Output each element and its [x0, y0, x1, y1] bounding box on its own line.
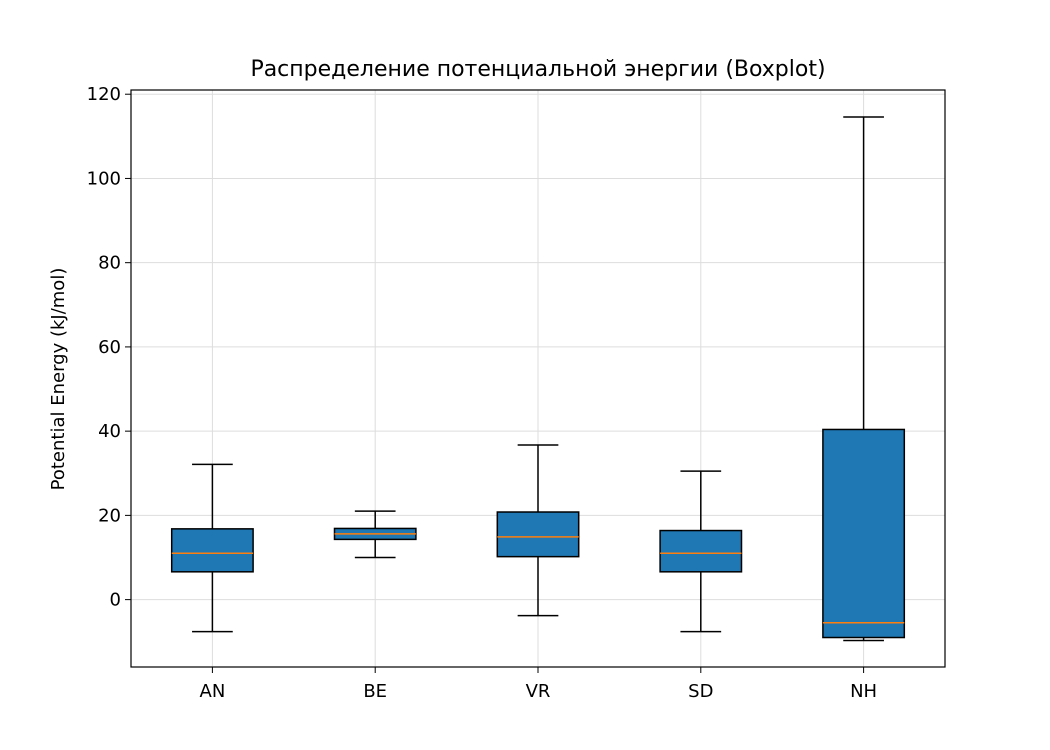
- y-tick-label: 100: [87, 168, 121, 189]
- x-tick-label: AN: [200, 681, 226, 702]
- box-sd: [659, 470, 743, 633]
- x-tick-label: SD: [688, 681, 713, 702]
- box-vr: [496, 444, 580, 617]
- y-tick-label: 20: [98, 505, 121, 526]
- box-body: [170, 528, 254, 573]
- x-tick-label: VR: [526, 681, 551, 702]
- chart-title: Распределение потенциальной энергии (Box…: [250, 57, 825, 82]
- x-tick-label: BE: [363, 681, 387, 702]
- box-nh: [822, 116, 906, 642]
- box-body: [659, 529, 743, 573]
- box-be: [333, 510, 417, 559]
- y-tick-label: 40: [98, 421, 121, 442]
- box-an: [170, 463, 254, 633]
- y-tick-label: 0: [110, 590, 121, 611]
- y-tick-label: 120: [87, 84, 121, 105]
- y-tick-label: 60: [98, 337, 121, 358]
- x-tick-label: NH: [850, 681, 877, 702]
- box-body: [496, 511, 580, 558]
- y-axis-label: Potential Energy (kJ/mol): [48, 268, 69, 491]
- x-axis: AN BE VR SD NH: [200, 667, 877, 702]
- y-axis: 0 20 40 60 80 100 120: [87, 84, 131, 611]
- box-series: [170, 116, 906, 642]
- box-body: [822, 428, 906, 639]
- y-tick-label: 80: [98, 253, 121, 274]
